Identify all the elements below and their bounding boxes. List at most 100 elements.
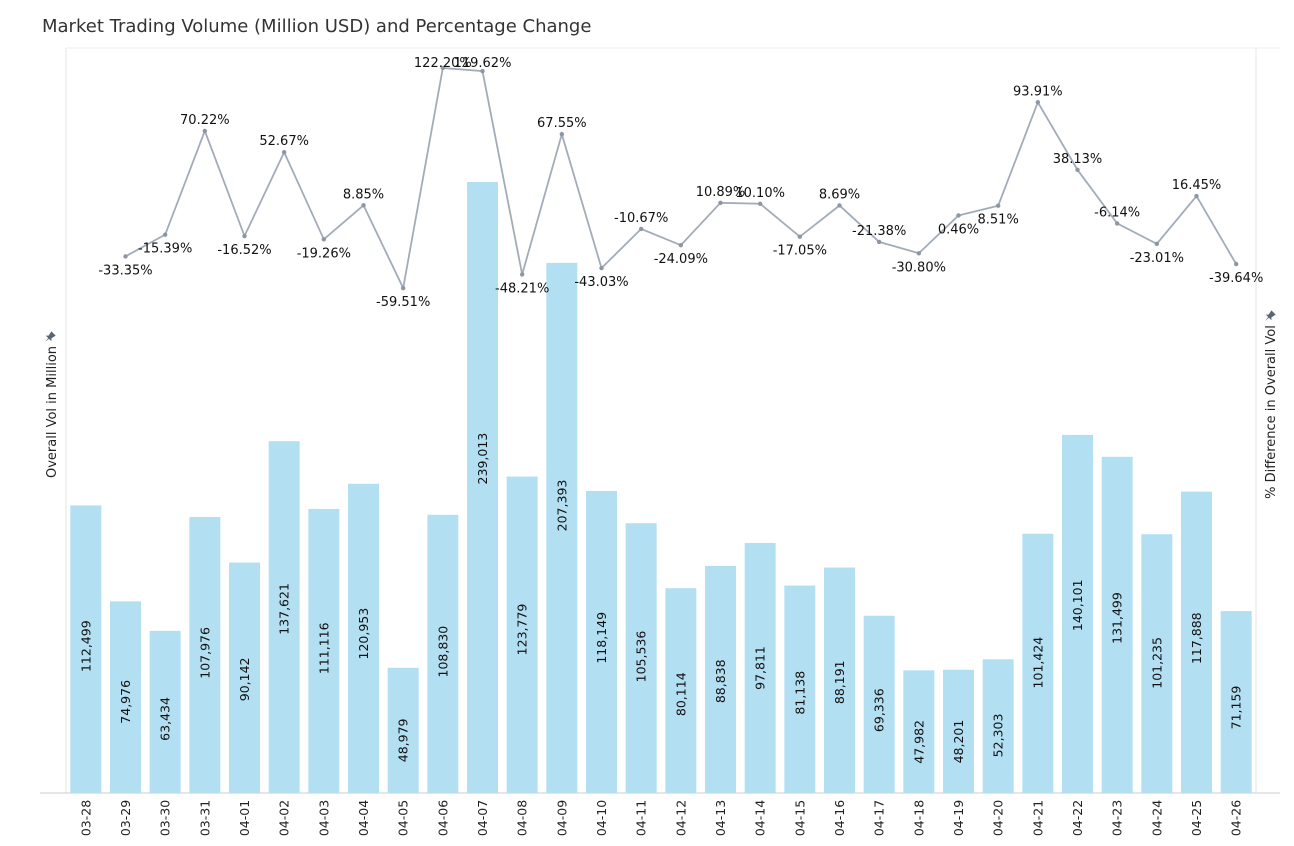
pct-point[interactable] xyxy=(638,226,644,232)
bar-04-24[interactable] xyxy=(1141,534,1173,793)
x-tick-label: 04-23 xyxy=(1110,800,1125,836)
bar-04-14[interactable] xyxy=(744,542,776,793)
pct-value-label: -19.26% xyxy=(297,246,351,261)
pct-value-label: 8.69% xyxy=(819,187,860,202)
bar-03-29[interactable] xyxy=(110,601,141,793)
pct-point[interactable] xyxy=(123,254,128,259)
x-tick-label: 04-16 xyxy=(832,800,847,836)
bar-04-19[interactable] xyxy=(943,669,974,793)
left-pin-icon[interactable] xyxy=(42,331,56,345)
pct-point[interactable] xyxy=(1035,100,1041,105)
pct-labels-group: -33.35% -15.39% 70.22% -16.52% 52.67% -19.26%… xyxy=(98,56,1263,310)
pct-point[interactable] xyxy=(1075,167,1080,173)
pct-point[interactable] xyxy=(995,203,1001,208)
bar-04-12[interactable] xyxy=(665,588,697,793)
pct-point[interactable] xyxy=(599,265,604,271)
bar-04-15[interactable] xyxy=(784,585,816,793)
bar-04-06[interactable] xyxy=(427,514,459,793)
pct-point[interactable] xyxy=(1194,193,1199,199)
x-tick-label: 04-01 xyxy=(237,800,252,836)
pct-value-label: -21.38% xyxy=(852,224,906,239)
bar-04-22[interactable] xyxy=(1062,434,1093,793)
pct-point[interactable] xyxy=(837,203,842,208)
bar-04-25[interactable] xyxy=(1181,491,1212,793)
bar-value-label: 101,235 xyxy=(1149,637,1164,689)
pct-point[interactable] xyxy=(361,203,366,208)
bar-04-11[interactable] xyxy=(625,523,657,793)
bar-value-label: 107,976 xyxy=(197,627,212,679)
pct-value-label: 93.91% xyxy=(1013,84,1063,99)
pct-point[interactable] xyxy=(242,233,247,239)
bar-04-26[interactable] xyxy=(1220,611,1252,793)
bar-04-08[interactable] xyxy=(506,476,538,793)
pct-point[interactable] xyxy=(1114,221,1120,226)
bar-value-label: 140,101 xyxy=(1070,579,1085,631)
bar-04-01[interactable] xyxy=(229,562,260,793)
pct-value-label: -10.67% xyxy=(614,211,668,226)
pct-point[interactable] xyxy=(876,239,882,245)
bar-value-label: 120,953 xyxy=(356,608,371,660)
pct-value-label: 8.85% xyxy=(343,187,384,202)
pct-point[interactable] xyxy=(400,285,406,291)
bar-04-02[interactable] xyxy=(268,441,300,793)
x-tick-label: 04-07 xyxy=(475,800,490,836)
bar-04-13[interactable] xyxy=(705,565,736,793)
bar-04-05[interactable] xyxy=(387,667,419,793)
x-tick-label: 04-08 xyxy=(515,800,530,836)
bar-value-label: 137,621 xyxy=(277,583,292,635)
bar-04-03[interactable] xyxy=(308,508,340,793)
x-tick-label: 04-19 xyxy=(951,800,966,836)
bar-03-28[interactable] xyxy=(70,505,102,793)
pct-point[interactable] xyxy=(559,131,565,137)
x-tick-label: 03-29 xyxy=(118,800,133,836)
pct-point[interactable] xyxy=(916,251,922,256)
pct-point[interactable] xyxy=(956,213,961,218)
bar-04-10[interactable] xyxy=(586,490,617,793)
pct-point[interactable] xyxy=(797,234,803,239)
pct-point[interactable] xyxy=(1154,241,1160,247)
pct-point[interactable] xyxy=(440,65,446,71)
x-tick-label: 04-18 xyxy=(911,800,926,836)
bar-04-18[interactable] xyxy=(903,670,935,793)
bar-04-20[interactable] xyxy=(982,659,1014,793)
pct-point[interactable] xyxy=(1233,261,1239,267)
x-tick-label: 04-10 xyxy=(594,800,609,836)
bar-04-23[interactable] xyxy=(1101,456,1133,793)
x-tick-label: 04-15 xyxy=(792,800,807,836)
pct-point[interactable] xyxy=(678,242,684,248)
bar-value-label: 118,149 xyxy=(594,612,609,664)
right-axis-title: % Difference in Overall Vol xyxy=(1264,325,1279,499)
pct-value-label: 119.62% xyxy=(454,56,512,71)
pct-point[interactable] xyxy=(321,237,327,242)
bar-04-16[interactable] xyxy=(824,567,855,793)
x-ticks-group: 03-28 03-29 03-30 03-31 04-01 04-02 04-03 04-04… xyxy=(78,800,1243,836)
right-pin-icon[interactable] xyxy=(1262,310,1276,324)
bar-value-label: 123,779 xyxy=(515,604,530,656)
bar-04-07[interactable] xyxy=(467,182,498,793)
bar-03-30[interactable] xyxy=(149,630,181,793)
x-tick-label: 04-14 xyxy=(753,800,768,836)
pct-value-label: 16.45% xyxy=(1172,178,1222,193)
pct-point[interactable] xyxy=(202,128,208,134)
bar-value-label: 71,159 xyxy=(1229,686,1244,730)
x-tick-label: 04-24 xyxy=(1149,800,1164,836)
x-tick-label: 04-20 xyxy=(991,800,1006,836)
bar-04-21[interactable] xyxy=(1022,533,1054,793)
pct-point[interactable] xyxy=(757,201,763,206)
pct-value-label: 0.46% xyxy=(938,222,979,237)
bar-03-31[interactable] xyxy=(189,516,221,793)
x-tick-label: 04-21 xyxy=(1030,800,1045,836)
pct-point[interactable] xyxy=(281,150,287,155)
bar-04-17[interactable] xyxy=(863,615,895,793)
bar-04-09[interactable] xyxy=(546,262,578,794)
pct-point[interactable] xyxy=(162,232,168,237)
bar-value-label: 112,499 xyxy=(78,620,93,672)
pct-point[interactable] xyxy=(718,200,723,206)
x-tick-label: 04-03 xyxy=(316,800,331,836)
pct-point[interactable] xyxy=(519,272,525,277)
bar-value-label: 117,888 xyxy=(1189,612,1204,664)
pct-point[interactable] xyxy=(480,68,485,74)
pct-value-label: -16.52% xyxy=(217,243,271,258)
bar-04-04[interactable] xyxy=(348,483,379,793)
